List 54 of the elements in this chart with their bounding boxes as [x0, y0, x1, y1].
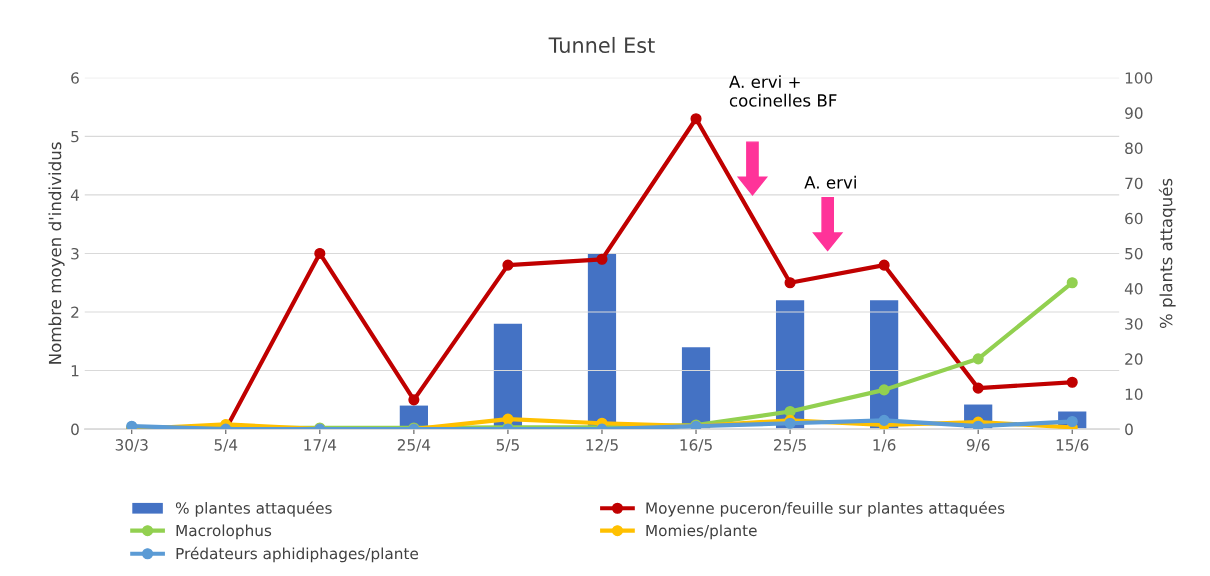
- x-tick-label: 30/3: [115, 439, 148, 452]
- y2-tick-label: 30: [1125, 318, 1143, 330]
- point: [596, 253, 608, 265]
- chart-title: Tunnel Est: [548, 36, 655, 54]
- x-tick-label: 15/6: [1056, 439, 1089, 452]
- x-tick-label: 25/4: [397, 439, 431, 452]
- point: [502, 259, 514, 271]
- point: [502, 413, 514, 425]
- y-tick-label: 3: [71, 247, 79, 260]
- legend-label: Moyenne puceron/feuille sur plantes attaquées: [646, 501, 1005, 517]
- x-tick-label: 25/5: [774, 439, 806, 452]
- point: [878, 259, 890, 271]
- x-tick-label: 1/6: [873, 439, 896, 452]
- legend-label: % plantes attaquées: [175, 501, 332, 517]
- y2-tick-label: 80: [1125, 142, 1143, 155]
- point: [972, 420, 984, 430]
- x-tick-label: 5/5: [496, 439, 519, 452]
- x-tick-label: 5/4: [214, 439, 238, 452]
- point: [314, 247, 326, 259]
- point: [784, 277, 796, 289]
- x-tick-label: 9/6: [966, 439, 990, 452]
- annotation: A. ervi + cocinelles BF: [729, 75, 837, 107]
- y2-tick-label: 20: [1125, 353, 1143, 365]
- annotation: A. ervi: [804, 175, 856, 189]
- point: [972, 382, 984, 394]
- legend-label: Prédateurs aphidiphages/plante: [176, 546, 419, 563]
- y2-tick-label: 100: [1125, 72, 1153, 84]
- legend-label: Momies/plante: [646, 524, 757, 540]
- y2-tick-label: 40: [1124, 283, 1143, 295]
- point: [1066, 376, 1078, 388]
- y-tick-label: 5: [71, 130, 79, 143]
- y2-tick-label: 50: [1125, 247, 1143, 260]
- x-tick-label: 17/4: [304, 439, 337, 452]
- x-tick-label: 16/5: [680, 439, 712, 452]
- y-tick-label: 0: [71, 423, 79, 436]
- y-tick-label: 6: [71, 72, 79, 84]
- point: [1066, 277, 1078, 289]
- point: [878, 384, 890, 396]
- y2-tick-label: 0: [1125, 423, 1133, 436]
- point: [690, 113, 702, 125]
- legend-label: Macrolophus: [176, 524, 272, 540]
- point: [408, 394, 420, 406]
- y2-tick-label: 70: [1125, 177, 1143, 190]
- y2-axis-title: % plants attaqués: [1158, 178, 1176, 329]
- y-tick-label: 1: [71, 365, 79, 377]
- y2-tick-label: 90: [1125, 107, 1143, 119]
- point: [878, 414, 890, 426]
- y-tick-label: 4: [70, 189, 79, 201]
- x-tick-label: 12/5: [586, 439, 618, 452]
- point: [972, 353, 984, 365]
- y2-tick-label: 10: [1125, 388, 1143, 401]
- y-tick-label: 2: [71, 306, 79, 318]
- y2-tick-label: 60: [1125, 212, 1143, 225]
- y-axis-title: Nombre moyen d'individus: [48, 142, 65, 364]
